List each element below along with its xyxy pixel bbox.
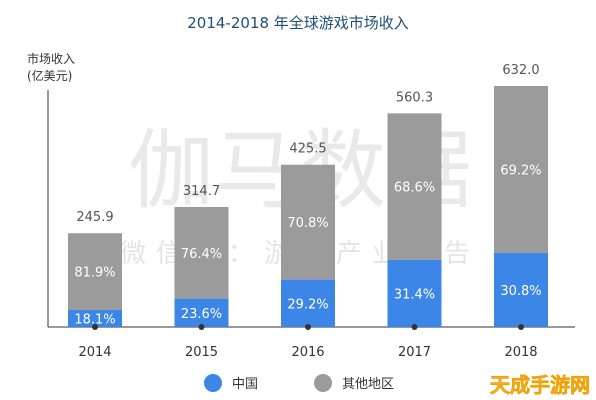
pct-label-china-2015: 23.6% xyxy=(181,307,222,322)
pct-label-other-2017: 68.6% xyxy=(394,181,435,196)
pct-label-china-2014: 18.1% xyxy=(74,313,115,328)
bar-other-2017 xyxy=(387,113,442,260)
y-axis-label-line1: 市场收入 xyxy=(27,51,75,66)
x-tick-label-2017: 2017 xyxy=(398,345,431,360)
total-label-2014: 245.9 xyxy=(76,210,113,225)
site-logo: 天成手游网 xyxy=(490,373,590,397)
x-tick-label-2016: 2016 xyxy=(291,345,324,360)
x-tick-dot-2017 xyxy=(411,324,418,330)
legend-swatch-china xyxy=(204,374,222,392)
total-label-2017: 560.3 xyxy=(396,90,433,105)
x-tick-label-2014: 2014 xyxy=(78,345,111,360)
total-label-2015: 314.7 xyxy=(183,184,220,199)
legend-label-other: 其他地区 xyxy=(342,377,394,392)
x-tick-dot-2015 xyxy=(198,324,205,330)
x-tick-label-2015: 2015 xyxy=(185,345,218,360)
x-tick-label-2018: 2018 xyxy=(504,345,537,360)
x-tick-dot-2018 xyxy=(518,324,524,330)
pct-label-other-2014: 81.9% xyxy=(74,266,115,281)
y-axis-label-line2: (亿美元) xyxy=(27,68,72,83)
bar-china-2015 xyxy=(174,298,229,327)
bar-china-2017 xyxy=(387,259,442,327)
bar-other-2014 xyxy=(68,233,122,311)
total-label-2016: 425.5 xyxy=(289,142,326,157)
legend-swatch-other xyxy=(314,374,332,392)
total-label-2018: 632.0 xyxy=(502,63,539,78)
pct-label-other-2016: 70.8% xyxy=(287,216,328,231)
pct-label-china-2018: 30.8% xyxy=(500,284,541,299)
legend-label-china: 中国 xyxy=(232,377,258,392)
x-tick-dot-2016 xyxy=(305,324,311,330)
bar-china-2016 xyxy=(281,279,335,327)
bar-china-2014 xyxy=(68,310,122,327)
chart-title: 2014-2018 年全球游戏市场收入 xyxy=(187,14,409,32)
bar-other-2015 xyxy=(174,206,229,299)
bar-other-2016 xyxy=(281,164,335,280)
pct-label-china-2017: 31.4% xyxy=(394,287,435,302)
x-tick-dot-2014 xyxy=(92,324,98,330)
bars-group: 245.9 81.9% 18.1% 2014 314.7 76.4% 23.6% 2015 42… xyxy=(68,63,548,360)
pct-label-other-2015: 76.4% xyxy=(181,247,222,262)
bar-other-2018 xyxy=(494,86,548,253)
pct-label-other-2018: 69.2% xyxy=(500,163,541,178)
pct-label-china-2016: 29.2% xyxy=(287,297,328,312)
bar-china-2018 xyxy=(494,252,548,327)
